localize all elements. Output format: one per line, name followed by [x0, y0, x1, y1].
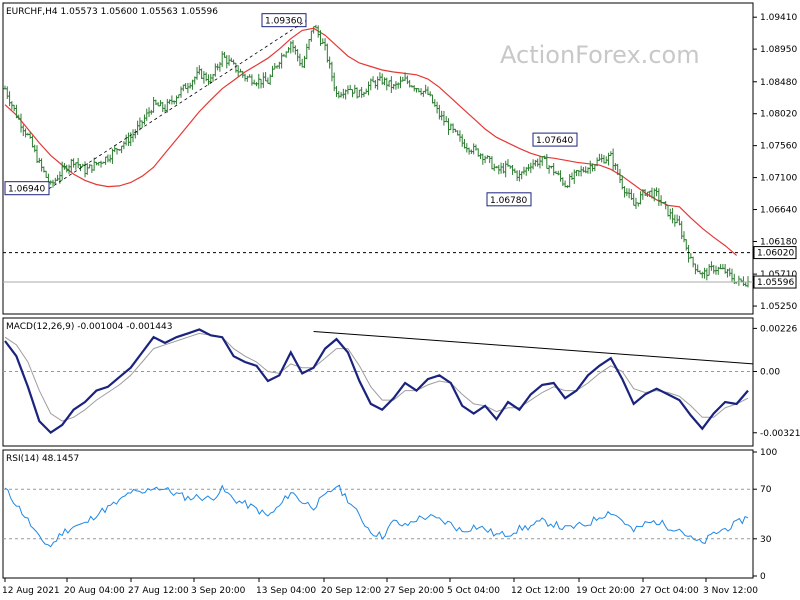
- rsi-tick-label: 0: [760, 572, 766, 582]
- macd-main-line: [4, 328, 749, 435]
- time-tick-label: 13 Sep 04:00: [256, 586, 316, 596]
- rsi-tick-label: 30: [760, 535, 772, 545]
- time-tick-label: 19 Oct 20:00: [576, 586, 635, 596]
- rsi-axis: 100 70 30 0: [753, 448, 777, 582]
- macd-axis: 0.00226 0.00 -0.003211: [753, 324, 800, 439]
- price-tick-label: 1.07560: [760, 142, 797, 152]
- price-annotation: 1.06780: [486, 192, 532, 207]
- price-tick-label: 1.07100: [760, 174, 797, 184]
- macd-tick-label: -0.003211: [760, 429, 800, 439]
- price-tick-label: 1.05710: [760, 270, 797, 280]
- price-bars: [3, 24, 750, 288]
- price-axis: 1.09410 1.08950 1.08480 1.08020 1.07560 1.071…: [753, 13, 797, 312]
- price-annotations: 1.09360 1.06940 1.07640 1.06780: [4, 13, 578, 207]
- rsi-panel: [2, 449, 754, 579]
- price-annotation: 1.09360: [261, 13, 307, 28]
- macd-signal-line: [4, 332, 749, 422]
- price-header: EURCHF,H4 1.05573 1.05600 1.05563 1.0559…: [6, 7, 218, 17]
- time-tick-label: 12 Oct 12:00: [511, 586, 570, 596]
- rsi-tick-label: 100: [760, 448, 777, 458]
- rsi-tick-label: 70: [760, 485, 772, 495]
- macd-panel: [2, 317, 754, 447]
- price-tick-label: 1.05250: [760, 302, 797, 312]
- macd-header: MACD(12,26,9) -0.001004 -0.001443: [6, 322, 172, 332]
- level-tag: 1.06020: [753, 246, 797, 260]
- time-tick-label: 20 Aug 04:00: [64, 586, 125, 596]
- price-annotation: 1.07640: [532, 132, 578, 147]
- svg-text:1.09360: 1.09360: [265, 17, 302, 27]
- time-tick-label: 27 Sep 20:00: [384, 586, 444, 596]
- price-tick-label: 1.06640: [760, 206, 797, 216]
- svg-text:1.06940: 1.06940: [8, 185, 45, 195]
- time-tick-label: 27 Oct 04:00: [640, 586, 699, 596]
- time-tick-label: 3 Sep 20:00: [191, 586, 246, 596]
- rsi-header: RSI(14) 48.1457: [6, 454, 79, 464]
- price-tag: 1.05596: [753, 275, 797, 289]
- time-tick-label: 5 Oct 04:00: [447, 586, 500, 596]
- macd-tick-label: 0.00226: [760, 324, 797, 334]
- ma-line: [4, 27, 737, 256]
- price-tag-text: 1.05596: [757, 278, 794, 288]
- svg-text:1.06780: 1.06780: [490, 196, 527, 206]
- time-tick-label: 12 Aug 2021: [2, 586, 60, 596]
- price-tick-label: 1.06180: [760, 237, 797, 247]
- macd-trendline: [313, 330, 754, 365]
- price-annotation: 1.06940: [4, 181, 50, 196]
- macd-tick-label: 0.00: [760, 368, 780, 378]
- rsi-line: [4, 484, 749, 548]
- price-panel: [2, 2, 754, 315]
- watermark: ActionForex.com: [500, 41, 700, 69]
- price-tick-label: 1.09410: [760, 13, 797, 23]
- price-tick-label: 1.08020: [760, 110, 797, 120]
- time-axis: 12 Aug 2021 20 Aug 04:00 27 Aug 12:00 3 Sep…: [2, 578, 758, 596]
- time-tick-label: 20 Sep 12:00: [321, 586, 381, 596]
- moving-average: [4, 27, 737, 256]
- svg-text:1.07640: 1.07640: [536, 136, 573, 146]
- level-tag-text: 1.06020: [757, 249, 794, 259]
- price-tick-label: 1.08480: [760, 78, 797, 88]
- price-tick-label: 1.08950: [760, 45, 797, 55]
- time-tick-label: 3 Nov 12:00: [703, 586, 758, 596]
- time-tick-label: 27 Aug 12:00: [128, 586, 189, 596]
